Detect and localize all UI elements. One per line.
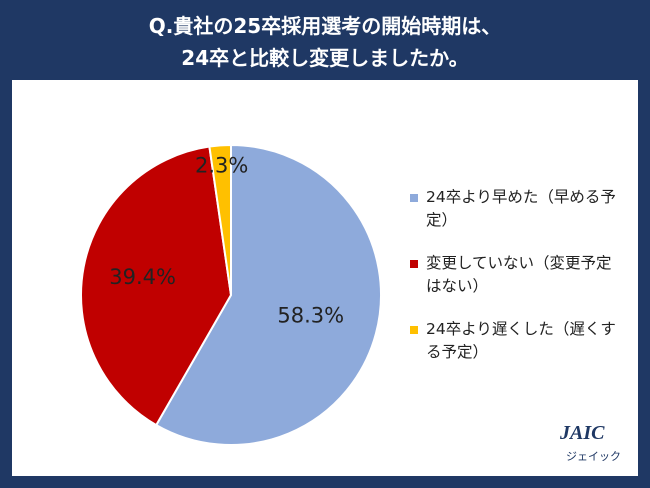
legend-swatch: [410, 326, 418, 334]
data-label: 2.3%: [195, 153, 248, 177]
chart-title: 24卒と比較し変更しましたか。: [181, 46, 469, 70]
legend-label: 変更していない（変更予定はない）: [426, 254, 612, 295]
legend-label: 24卒より早めた（早める予定）: [426, 188, 616, 229]
data-label: 58.3%: [277, 303, 344, 327]
legend-swatch: [410, 194, 418, 202]
legend-swatch: [410, 260, 418, 268]
pie-slice: [208, 143, 232, 296]
data-label: 39.4%: [109, 265, 176, 289]
pie-slice: [154, 143, 382, 446]
chart-title: Q.貴社の25卒採用選考の開始時期は、: [148, 14, 502, 38]
legend-label: 24卒より遅くした（遅くする予定）: [426, 320, 616, 361]
logo: JAIC: [560, 422, 605, 444]
pie-slice: [80, 145, 233, 427]
logo-kana: ジェイック: [566, 450, 621, 463]
